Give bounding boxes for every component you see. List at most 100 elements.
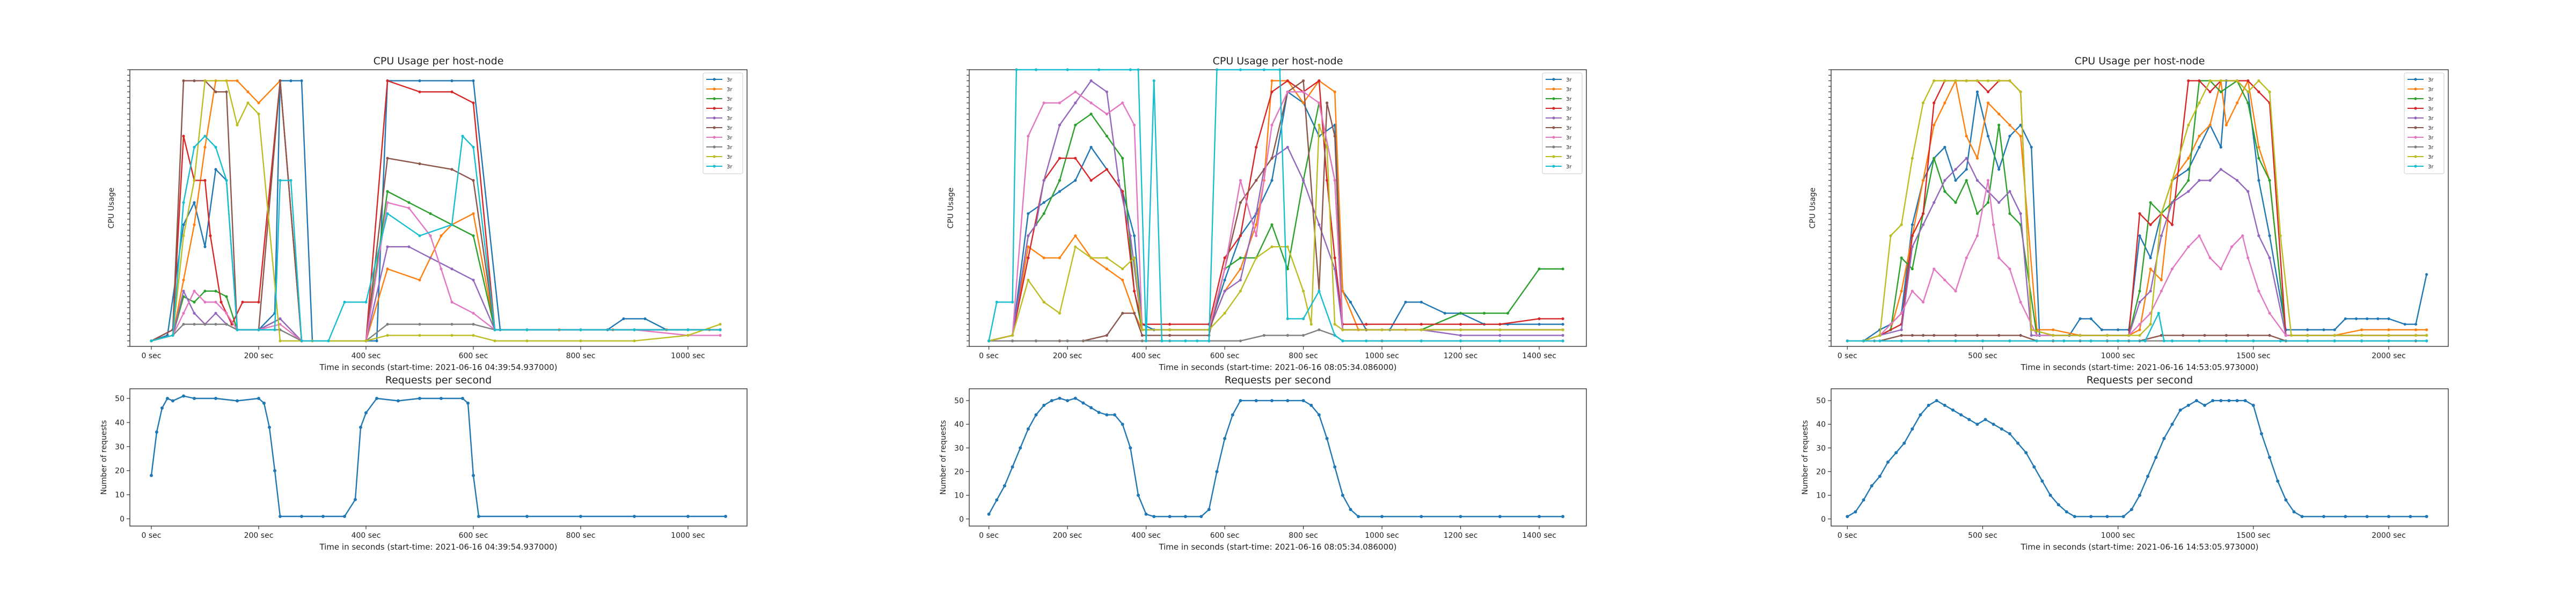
legend-swatch-marker [713,97,716,100]
cpu-data-point [719,334,722,337]
legend-item: 3r [706,154,733,160]
rps-x-tick-label: 0 sec [142,531,162,540]
cpu-data-point [1255,234,1258,238]
cpu-data-point [2138,300,2141,304]
cpu-data-point [2403,323,2406,326]
rps-data-point [2048,493,2052,497]
requests-per-second-chart: Requests per second Time in seconds (star… [1801,374,2449,552]
cpu-data-point [2230,245,2234,248]
rps-data-point [1152,515,1156,519]
rps-plot-frame [1831,388,2449,527]
rps-y-tick-label: 30 [1816,444,1826,453]
legend-label: 3r [2428,77,2434,83]
rps-data-point [2121,515,2125,519]
cpu-data-point [1846,339,1849,343]
legend-item: 3r [2407,77,2434,83]
cpu-data-point [1027,212,1030,215]
cpu-data-point [2187,245,2190,248]
cpu-data-point [525,339,529,343]
rps-data-point [1886,460,1890,464]
rps-data-point [2344,515,2347,519]
cpu-data-point [1058,190,1062,193]
cpu-data-point [1954,201,1957,204]
cpu-data-point [386,157,389,160]
legend-label: 3r [727,116,733,122]
rps-data-point [1058,396,1062,400]
rps-data-point [343,515,346,518]
rps-x-tick-label: 2000 sec [2372,531,2406,540]
cpu-data-point [2257,179,2260,182]
cpu-data-point [2030,145,2033,149]
cpu-data-point [1878,334,1882,337]
cpu-data-point [1270,123,1274,127]
cpu-data-point [2170,179,2174,182]
rps-y-tick-label: 30 [115,443,125,452]
rps-data-point [1951,408,1955,412]
cpu-data-point [2257,145,2260,149]
rps-data-point [160,406,164,410]
rps-y-tick-label: 10 [954,492,964,500]
cpu-data-point [2127,334,2131,337]
cpu-data-point [1160,339,1163,343]
cpu-data-point [1933,201,1936,204]
cpu-data-point [1168,323,1172,326]
rps-x-tick-label: 200 sec [244,531,274,540]
cpu-data-point [1326,101,1329,105]
cpu-data-point [1270,223,1274,226]
legend-label: 3r [2428,125,2434,131]
legend-label: 3r [1566,87,1572,93]
cpu-data-point [1145,339,1148,343]
cpu-data-point [1318,79,1321,83]
cpu-data-point [1365,339,1368,343]
rps-data-point [2251,403,2255,407]
cpu-data-point [2387,334,2390,337]
cpu-data-point [450,267,453,271]
cpu-data-point [2268,179,2271,182]
cpu-data-point [2208,179,2212,182]
rps-data-point [1286,399,1290,403]
cpu-data-point [1954,179,1957,182]
cpu-data-point [1027,278,1030,282]
cpu-data-point [418,234,421,238]
cpu-title: CPU Usage per host-node [2075,55,2205,67]
legend-swatch-marker [2414,136,2417,139]
cpu-data-point [2143,339,2147,343]
legend-label: 3r [727,154,733,160]
cpu-data-point [2079,317,2082,321]
rps-x-tick-label: 0 sec [979,531,999,540]
rps-y-tick-label: 30 [954,444,964,453]
rps-data-point [171,399,174,403]
cpu-data-point [2198,101,2201,105]
cpu-data-point [2425,334,2428,337]
cpu-data-point [1042,101,1045,105]
cpu-data-point [2008,339,2011,343]
cpu-data-point [1921,212,1925,215]
cpu-data-point [1042,300,1045,304]
cpu-data-point [1133,123,1136,127]
cpu-data-point [2257,290,2260,293]
cpu-series-3 [150,190,722,343]
cpu-data-point [2387,328,2390,331]
cpu-data-point [1270,79,1274,83]
cpu-data-point [1089,179,1093,182]
rps-x-axis-label: Time in seconds (start-time: 2021-06-16 … [319,542,557,552]
cpu-data-point [2170,339,2174,343]
legend-swatch-marker [2414,87,2417,91]
rps-y-tick-label: 0 [1821,515,1826,524]
cpu-data-point [1921,179,1925,182]
cpu-data-point [1326,145,1329,149]
cpu-data-point [257,328,260,331]
cpu-data-point [1878,339,1882,343]
cpu-data-point [2105,334,2109,337]
cpu-data-point [386,245,389,248]
cpu-data-point [1483,312,1486,315]
cpu-data-point [1900,223,1903,226]
rps-data-point [1902,441,1906,445]
legend-swatch-marker [1552,165,1555,168]
cpu-data-point [1900,290,1903,293]
cpu-data-point [1239,339,1242,343]
cpu-data-point [1239,179,1242,182]
rps-data-point [1309,403,1313,407]
cpu-data-point [1538,323,1541,326]
legend-item: 3r [706,135,733,141]
